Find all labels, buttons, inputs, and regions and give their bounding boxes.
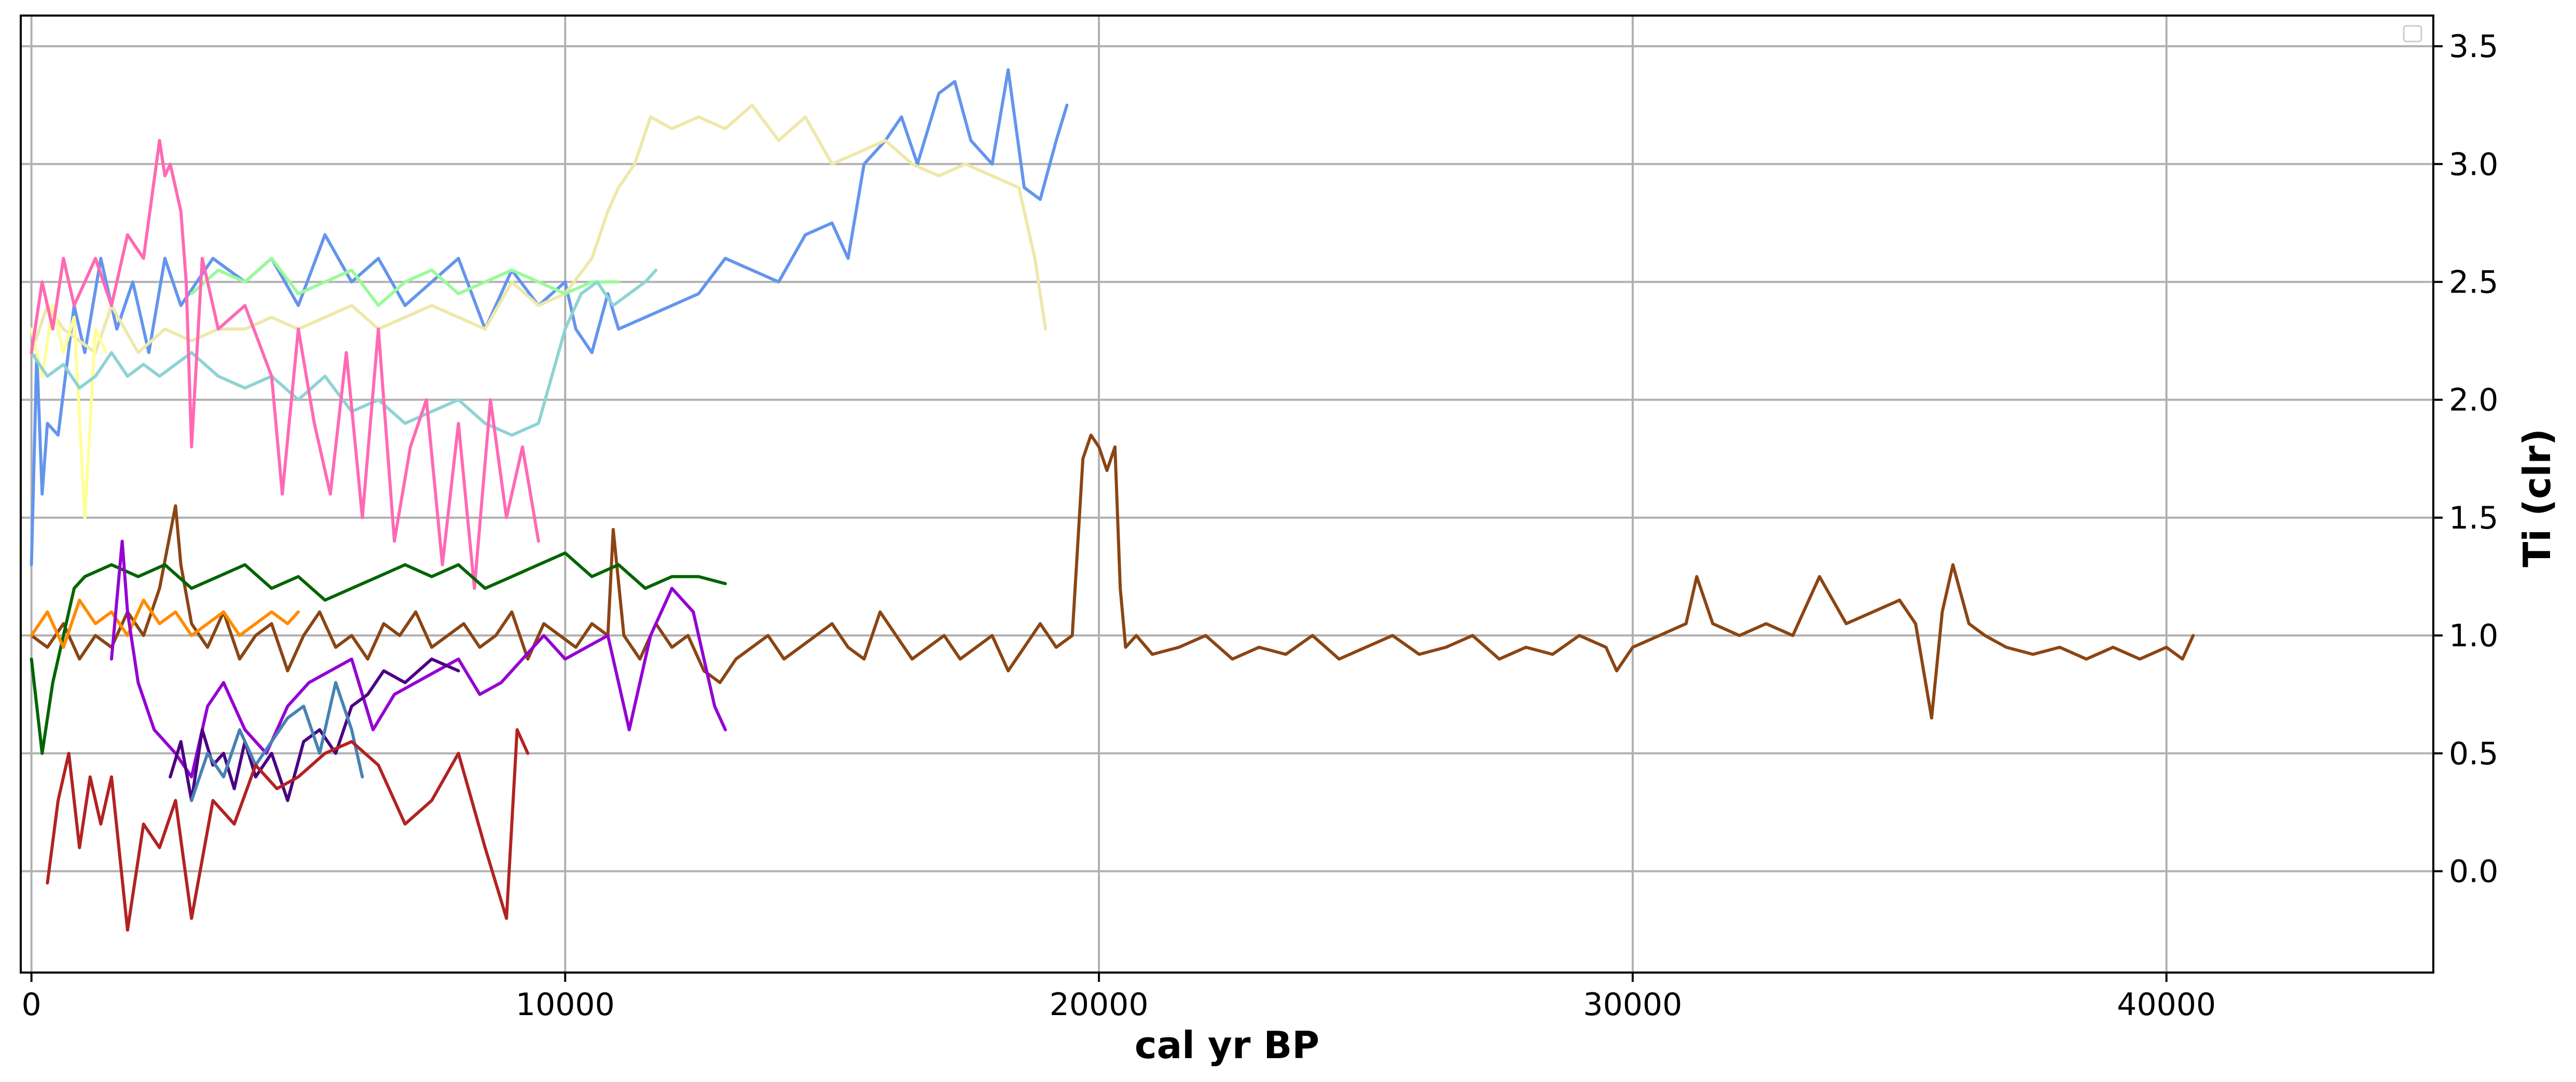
x-tick-label: 30000	[1583, 987, 1682, 1023]
x-tick-label: 40000	[2117, 987, 2216, 1023]
series-line-6	[30, 268, 658, 437]
series-line-10	[109, 539, 727, 779]
x-tick-label: 10000	[516, 987, 615, 1023]
x-tick-label: 20000	[1050, 987, 1149, 1023]
series-line-5	[190, 257, 621, 307]
series-group	[30, 68, 2195, 932]
grid	[21, 16, 2433, 973]
axis-ticks: 0 10000 20000 30000 40000 0.0 0.5 1.0 1.5 2.0 2.5 3…	[21, 29, 2498, 1023]
legend-box	[2403, 25, 2422, 43]
y-tick-label: 0.0	[2449, 854, 2498, 890]
y-axis-label: Ti (clr)	[2515, 428, 2559, 567]
y-tick-label: 2.5	[2449, 265, 2498, 301]
series-line-13	[46, 728, 530, 932]
plot-frame	[20, 15, 2434, 974]
series-line-4	[30, 304, 108, 519]
y-tick-label: 3.5	[2449, 29, 2498, 65]
series-line-3	[30, 103, 1048, 354]
x-axis-label: cal yr BP	[1135, 1023, 1319, 1067]
y-tick-label: 2.0	[2449, 382, 2498, 419]
series-line-8	[30, 551, 727, 755]
series-line-11	[169, 657, 460, 802]
y-tick-label: 3.0	[2449, 146, 2498, 183]
y-tick-label: 1.0	[2449, 618, 2498, 654]
series-line-1	[30, 433, 2195, 720]
series-line-9	[30, 599, 300, 649]
y-tick-label: 0.5	[2449, 736, 2498, 772]
y-tick-label: 1.5	[2449, 500, 2498, 536]
x-tick-label: 0	[21, 987, 41, 1023]
series-line-7	[30, 138, 540, 590]
series-line-12	[190, 681, 364, 802]
